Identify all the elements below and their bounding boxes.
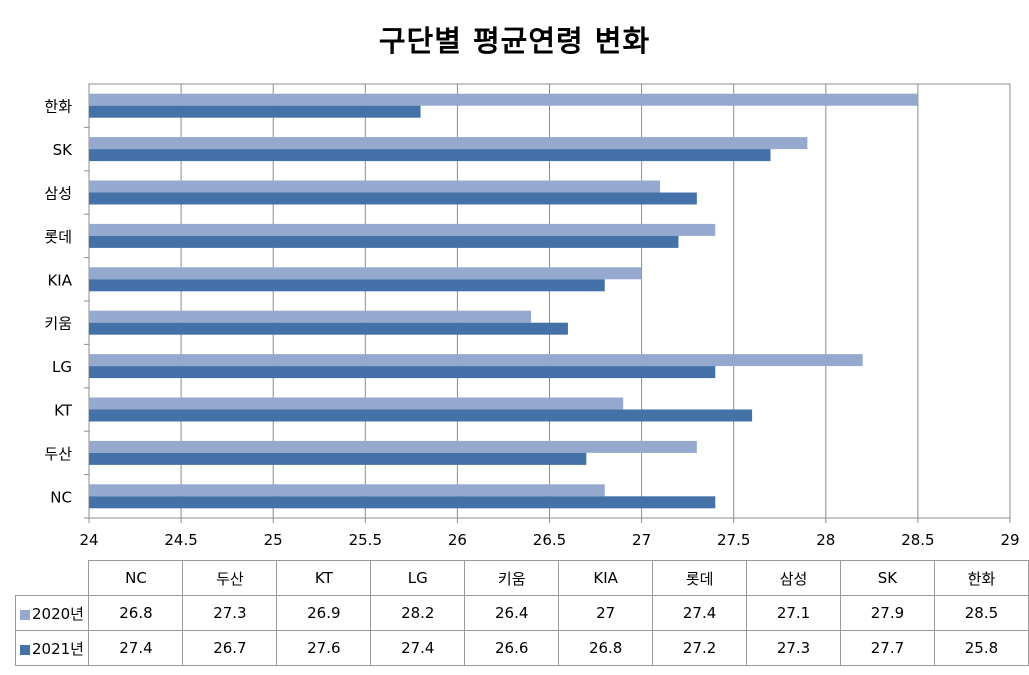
bar-2020 <box>89 397 624 410</box>
y-tick-label: 키움 <box>44 315 72 333</box>
table-cell: 27.3 <box>182 595 278 631</box>
data-table: NC 두산 KT LG 키움 KIA 롯데 삼성 SK 한화 2020년 26.8 27.3 26.9… <box>14 560 1029 666</box>
x-tick-label: 28 <box>816 531 835 549</box>
table-header-cell: NC <box>88 560 184 596</box>
table-cell: 28.5 <box>933 595 1029 631</box>
bar-2021 <box>89 322 568 335</box>
x-tick-label: 28.5 <box>901 531 934 549</box>
bar-2021 <box>89 149 771 162</box>
bar-2020 <box>89 310 532 323</box>
series-head-2020: 2020년 <box>14 595 90 631</box>
table-cell: 28.2 <box>370 595 466 631</box>
x-tick-label: 27 <box>632 531 651 549</box>
x-tick-label: 29 <box>1000 531 1019 549</box>
x-tick-label: 27.5 <box>717 531 750 549</box>
y-tick-label: 두산 <box>44 445 72 463</box>
bars <box>89 93 918 509</box>
table-cell: 26.8 <box>558 630 654 666</box>
bar-2021 <box>89 409 753 422</box>
legend-swatch <box>20 609 30 620</box>
axes <box>84 126 1011 523</box>
table-header-cell: LG <box>370 560 466 596</box>
x-tick-label: 26.5 <box>533 531 566 549</box>
table-cell: 27.7 <box>839 630 935 666</box>
table-cell: 27 <box>558 595 654 631</box>
bar-2021 <box>89 192 697 205</box>
table-cell: 25.8 <box>933 630 1029 666</box>
y-tick-label: 삼성 <box>44 185 72 203</box>
y-tick-label: NC <box>50 488 72 506</box>
y-tick-label: SK <box>53 141 74 159</box>
table-cell: 26.4 <box>464 595 560 631</box>
y-tick-label: KIA <box>47 271 72 289</box>
legend-label: 2020년 <box>32 604 84 623</box>
legend-swatch <box>20 644 30 655</box>
bar-2020 <box>89 484 605 497</box>
table-cell: 27.9 <box>839 595 935 631</box>
table-header-row: NC 두산 KT LG 키움 KIA 롯데 삼성 SK 한화 <box>15 560 1029 596</box>
y-tick-label: 한화 <box>44 98 72 116</box>
y-tick-label: LG <box>52 358 72 376</box>
bar-2020 <box>89 223 716 236</box>
bar-2021 <box>89 496 716 509</box>
table-cell: 27.4 <box>370 630 466 666</box>
bar-2020 <box>89 180 661 193</box>
x-tick-label: 25.5 <box>349 531 382 549</box>
y-tick-label: 롯데 <box>44 228 72 246</box>
x-tick-label: 25 <box>264 531 283 549</box>
bar-2020 <box>89 137 808 150</box>
table-header-cell: SK <box>839 560 935 596</box>
bar-chart: 24 24.5 25 25.5 26 26.5 27 27.5 28 28.5 29 NC 두산 KT LG… <box>44 83 1020 549</box>
table-header-cell: 한화 <box>933 560 1029 596</box>
bar-2020 <box>89 93 918 106</box>
bar-2021 <box>89 366 716 379</box>
table-header-cell: 키움 <box>464 560 560 596</box>
chart-title: 구단별 평균연령 변화 <box>378 24 651 58</box>
bar-2021 <box>89 279 605 292</box>
x-tick-label: 26 <box>448 531 467 549</box>
table-cell: 26.8 <box>88 595 184 631</box>
bar-2020 <box>89 440 697 453</box>
table-corner <box>15 560 90 596</box>
y-tick-label: KT <box>54 402 73 420</box>
table-header-cell: 삼성 <box>746 560 841 596</box>
x-tick-label: 24 <box>79 531 98 549</box>
legend-label: 2021년 <box>32 639 84 658</box>
bar-2021 <box>89 105 421 118</box>
table-cell: 26.6 <box>464 630 560 666</box>
bar-2020 <box>89 354 863 367</box>
table-row-2020: 2020년 26.8 27.3 26.9 28.2 26.4 27 27.4 27.1 27.9… <box>14 595 1029 631</box>
table-cell: 27.1 <box>746 595 841 631</box>
bar-2020 <box>89 267 642 280</box>
table-cell: 26.9 <box>276 595 372 631</box>
series-head-2021: 2021년 <box>14 630 90 666</box>
table-row-2021: 2021년 27.4 26.7 27.6 27.4 26.6 26.8 27.2 27.3 27… <box>14 630 1029 666</box>
table-cell: 27.3 <box>746 630 841 666</box>
table-header-cell: 두산 <box>182 560 278 596</box>
table-cell: 26.7 <box>182 630 278 666</box>
table-header-cell: KT <box>276 560 372 596</box>
axis-labels: 24 24.5 25 25.5 26 26.5 27 27.5 28 28.5 29 NC 두산 KT LG… <box>44 98 1019 549</box>
table-header-cell: KIA <box>558 560 654 596</box>
bar-2021 <box>89 452 587 465</box>
table-cell: 27.4 <box>88 630 184 666</box>
table-cell: 27.6 <box>276 630 372 666</box>
table-cell: 27.4 <box>652 595 748 631</box>
x-tick-label: 24.5 <box>164 531 197 549</box>
bar-2021 <box>89 235 679 248</box>
table-cell: 27.2 <box>652 630 748 666</box>
table-header-cell: 롯데 <box>652 560 748 596</box>
